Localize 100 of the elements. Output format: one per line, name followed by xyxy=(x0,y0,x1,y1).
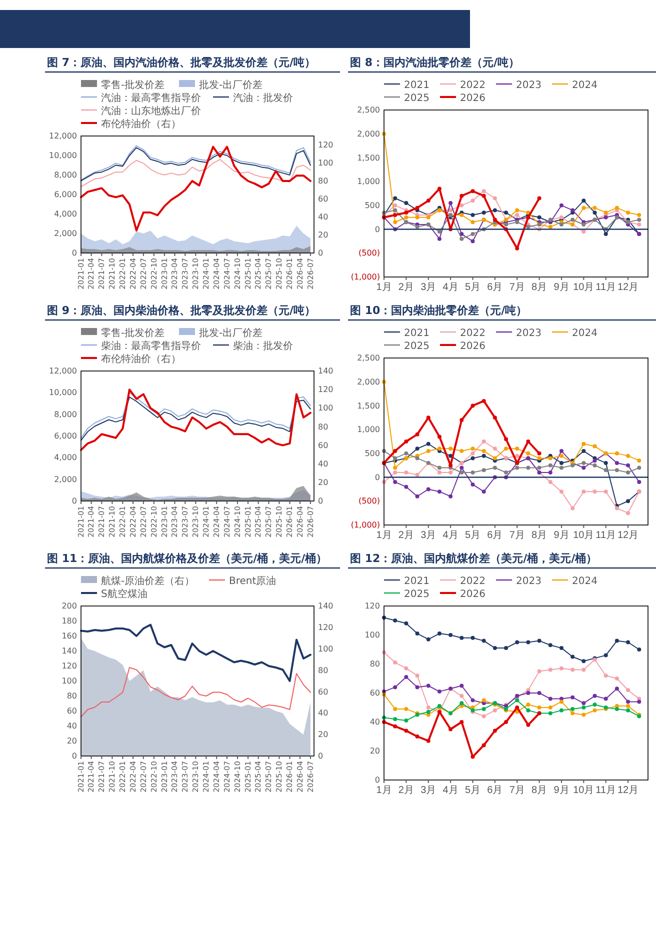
y2-tick-label: 100 xyxy=(318,404,334,413)
x-tick-label: 12月 xyxy=(617,282,639,294)
y-tick-label: 4,000 xyxy=(54,210,77,219)
legend-label: 2023 xyxy=(516,328,542,339)
y2-tick-label: 60 xyxy=(318,194,328,204)
y-tick-label: 0 xyxy=(374,472,380,482)
chart-title: 图 12：原油、国内航煤价差（美元/桶，美元/桶） xyxy=(350,552,598,565)
legend-label: 2021 xyxy=(404,576,430,587)
y2-tick-label: 0 xyxy=(318,752,324,761)
legend-label: 零售-批发价差 xyxy=(101,79,165,91)
legend-label: 柴油：批发价 xyxy=(233,340,293,352)
y2-tick-label: 60 xyxy=(318,687,328,696)
legend-label: 2024 xyxy=(572,80,598,91)
y-tick-label: 180 xyxy=(62,616,77,626)
x-tick-label: 7月 xyxy=(509,785,525,796)
x-tick-label: 11月 xyxy=(596,530,616,542)
legend-label: 2022 xyxy=(460,576,486,587)
legend-label: 2021 xyxy=(404,328,430,339)
y-tick-label: 2,000 xyxy=(357,129,380,138)
x-tick-label: 1月 xyxy=(376,282,392,294)
legend-label: 柴油：最高零售指导价 xyxy=(101,340,201,352)
y-tick-label: 0 xyxy=(374,776,380,785)
chart-title: 图 11：原油、国内航煤价格及价差（美元/桶，美元/桶） xyxy=(47,552,328,565)
legend-label: 2024 xyxy=(572,328,598,339)
y2-tick-label: 40 xyxy=(318,459,328,468)
x-tick-label: 11月 xyxy=(596,282,616,294)
y-tick-label: 10,000 xyxy=(49,151,77,160)
y-tick-label: 1,000 xyxy=(357,425,380,434)
x-tick-label: 1月 xyxy=(376,785,392,796)
y-tick-label: 0 xyxy=(72,752,77,761)
y2-tick-label: 40 xyxy=(318,708,328,718)
y2-tick-label: 20 xyxy=(318,730,328,740)
y2-tick-label: 20 xyxy=(318,230,328,240)
y-tick-label: 12,000 xyxy=(49,132,77,141)
legend-label: 2025 xyxy=(404,589,430,600)
x-tick-label: 2月 xyxy=(398,282,414,294)
y-tick-label: 1,500 xyxy=(357,401,380,410)
legend-label: 2023 xyxy=(516,80,542,91)
y-tick-label: 120 xyxy=(364,602,380,611)
y2-tick-label: 120 xyxy=(318,385,334,394)
y-tick-label: 1,500 xyxy=(357,153,380,162)
y-tick-label: 120 xyxy=(62,662,77,671)
y-tick-label: 140 xyxy=(62,646,77,656)
x-tick-label: 2月 xyxy=(398,530,414,542)
y-tick-label: 500 xyxy=(364,448,380,458)
x-tick-label: 9月 xyxy=(554,282,570,294)
y-tick-label: 10,000 xyxy=(49,388,77,398)
y-tick-label: (500) xyxy=(358,496,380,506)
y2-tick-label: 140 xyxy=(318,602,334,611)
y-tick-label: 2,500 xyxy=(357,354,380,363)
y-tick-label: 6,000 xyxy=(54,432,77,441)
x-tick-label: 6月 xyxy=(487,530,503,542)
y2-tick-label: 120 xyxy=(318,140,334,150)
y2-tick-label: 80 xyxy=(318,422,328,432)
legend-label: 2026 xyxy=(460,93,486,104)
y-tick-label: 8,000 xyxy=(54,170,77,180)
legend-label: 2024 xyxy=(572,576,598,587)
legend-label: 布伦特油价（右） xyxy=(101,353,181,365)
y-tick-label: 4,000 xyxy=(54,453,77,462)
x-tick-label: 3月 xyxy=(420,785,436,796)
x-tick-label: 4月 xyxy=(442,785,458,796)
x-tick-label: 8月 xyxy=(532,785,548,796)
legend-label: 2026 xyxy=(460,589,486,600)
x-tick-label: 4月 xyxy=(442,282,458,294)
x-tick-label: 10月 xyxy=(573,282,594,294)
y-tick-label: 2,000 xyxy=(54,474,77,484)
y-tick-label: 40 xyxy=(370,718,380,727)
y-tick-label: 80 xyxy=(66,692,77,701)
legend-label: 布伦特油价（右） xyxy=(101,118,181,130)
legend-label: 汽油：最高零售指导价 xyxy=(101,92,201,104)
y-tick-label: 8,000 xyxy=(54,410,77,419)
legend-label: 2026 xyxy=(460,341,486,352)
y-tick-label: 160 xyxy=(62,632,77,641)
x-tick-label: 6月 xyxy=(487,785,503,796)
legend-label: 零售-批发价差 xyxy=(101,327,165,339)
x-tick-label: 11月 xyxy=(596,785,616,796)
x-tick-label: 1月 xyxy=(376,530,392,542)
x-tick-label: 12月 xyxy=(617,530,639,542)
x-tick-label: 3月 xyxy=(420,282,436,294)
y-tick-label: 40 xyxy=(66,722,77,731)
x-tick-label: 4月 xyxy=(442,530,458,542)
y-tick-label: 100 xyxy=(364,630,380,640)
legend-label: S航空煤油 xyxy=(101,588,148,600)
y2-tick-label: 40 xyxy=(318,212,328,222)
legend-label: 2025 xyxy=(404,93,430,104)
x-tick-label: 10月 xyxy=(573,530,594,542)
chart-title: 图 7：原油、国内汽油价格、批零及批发价差（元/吨） xyxy=(47,56,316,69)
y-tick-label: 200 xyxy=(62,602,77,611)
y-tick-label: 0 xyxy=(72,248,77,258)
chart-title: 图 8：国内汽油批零价差（元/吨） xyxy=(350,56,520,69)
x-tick-label: 5月 xyxy=(464,785,481,796)
x-tick-label: 8月 xyxy=(532,282,548,294)
legend-label: 2022 xyxy=(460,328,486,339)
y-tick-label: 60 xyxy=(66,706,77,716)
chart-title: 图 9：原油、国内柴油价格、批零及批发价差（元/吨） xyxy=(47,304,316,317)
y-tick-label: 1,000 xyxy=(357,177,380,186)
x-tick-label: 7月 xyxy=(509,530,525,542)
x-tick-label: 9月 xyxy=(554,530,570,542)
legend-label: 批发-出厂价差 xyxy=(199,79,263,91)
legend-label: 2025 xyxy=(404,341,430,352)
